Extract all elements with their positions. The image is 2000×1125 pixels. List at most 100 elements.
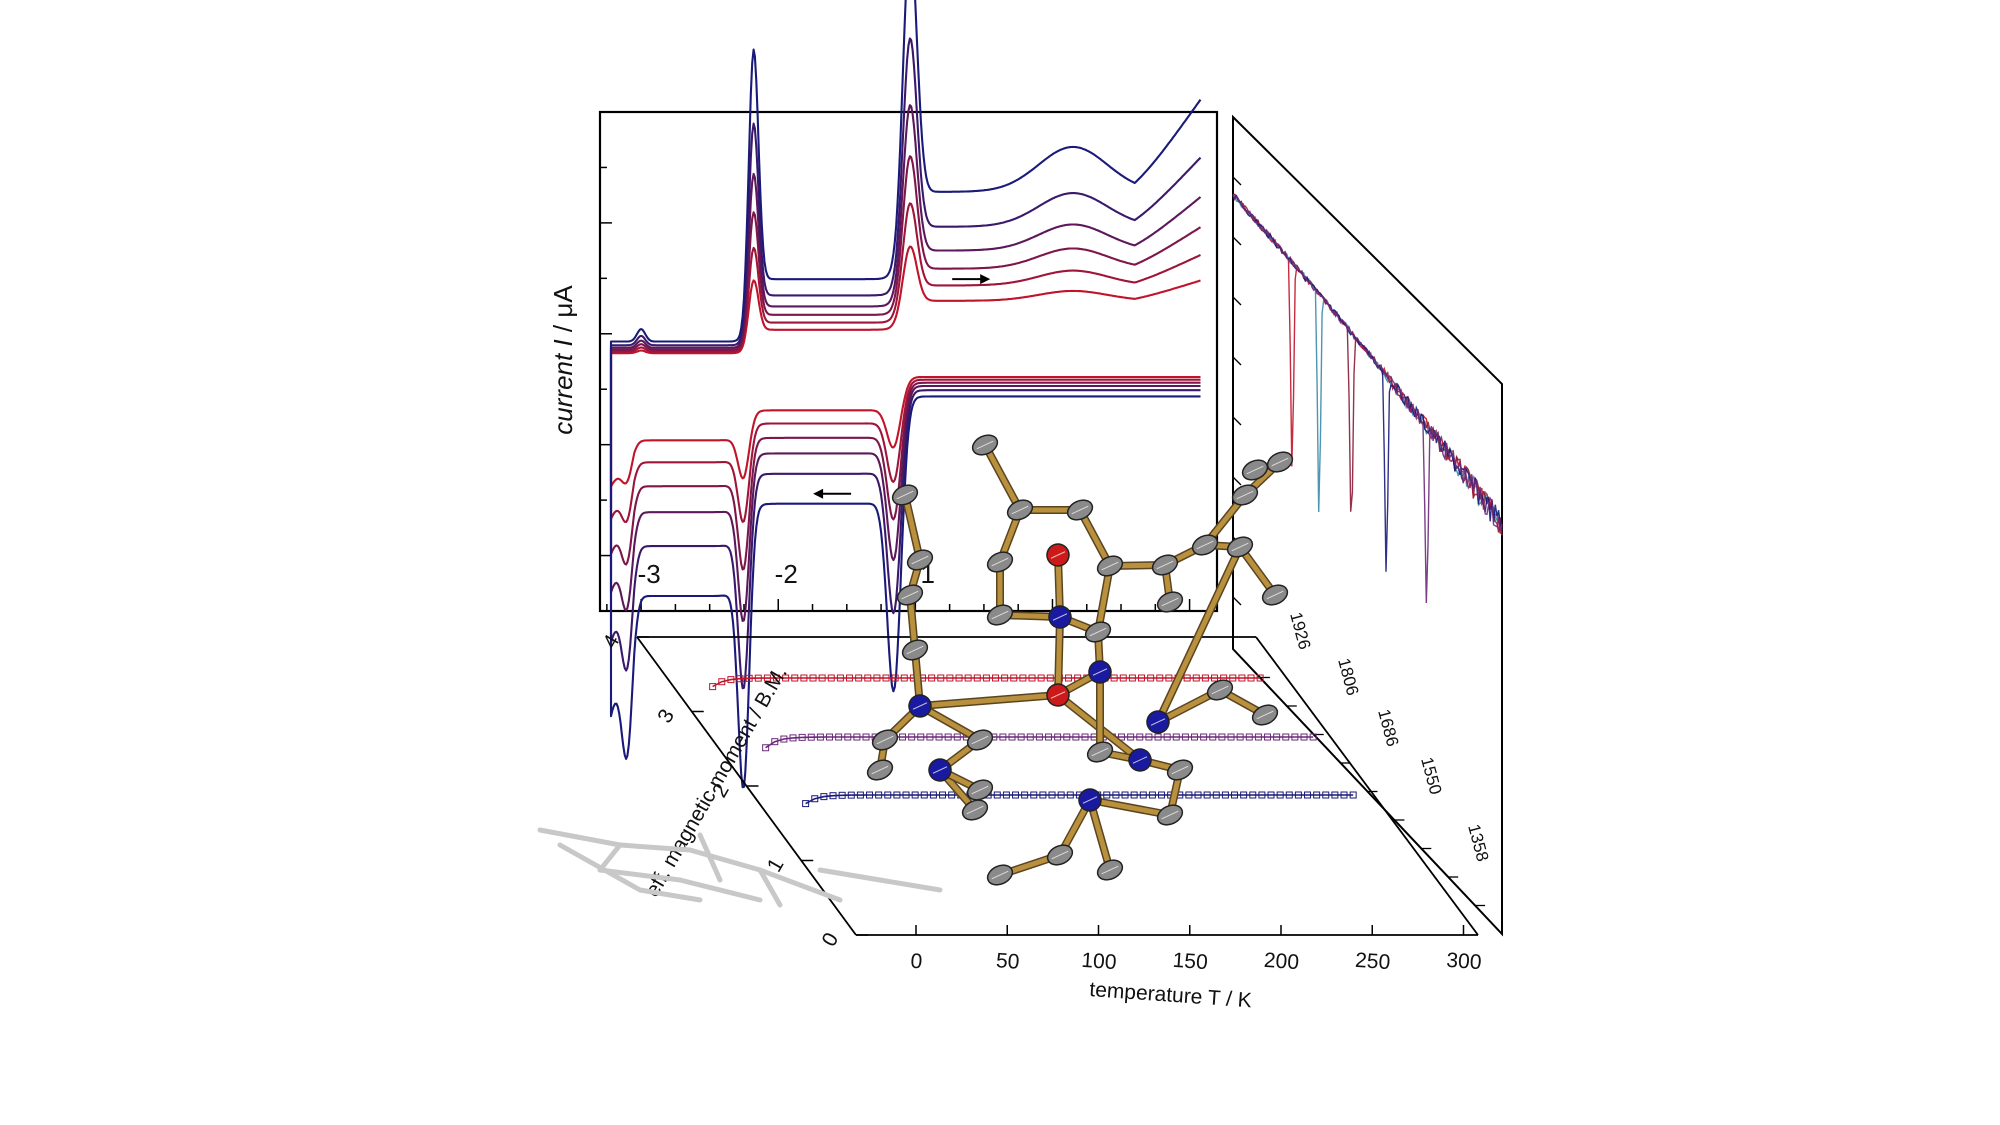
mag-data-point bbox=[1256, 674, 1264, 682]
mag-data-point bbox=[1191, 733, 1199, 741]
mag-data-point bbox=[807, 733, 815, 741]
mag-data-point bbox=[826, 733, 834, 741]
shadow-bond bbox=[697, 832, 723, 883]
mag-data-point bbox=[835, 733, 843, 741]
mag-data-point bbox=[709, 683, 717, 691]
cv-y-axis-label: current I / μA bbox=[548, 285, 578, 435]
bond bbox=[902, 492, 923, 563]
atom-highlight bbox=[966, 805, 984, 815]
mag-data-point bbox=[1002, 791, 1010, 799]
mag-data-point bbox=[844, 733, 852, 741]
mag-data-point bbox=[1200, 733, 1208, 741]
ir-tick bbox=[1232, 416, 1242, 426]
mag-data-point bbox=[1322, 791, 1330, 799]
atom-highlight bbox=[912, 702, 928, 710]
atom-highlight bbox=[1150, 718, 1166, 726]
atom-highlight bbox=[1266, 590, 1284, 600]
mag-data-point bbox=[838, 791, 846, 799]
cv-arrow-head-left bbox=[813, 488, 824, 499]
mag-data-point bbox=[911, 791, 919, 799]
bond bbox=[1095, 563, 1113, 635]
mag-data-point bbox=[791, 674, 799, 682]
atom-highlight bbox=[901, 590, 919, 600]
atom-highlight bbox=[1171, 765, 1189, 775]
ir-tick bbox=[1232, 596, 1242, 606]
mag-data-point bbox=[1010, 674, 1018, 682]
shadow-bond bbox=[877, 877, 943, 893]
atom-highlight bbox=[906, 645, 924, 655]
atom-highlight bbox=[1101, 561, 1119, 571]
ir-band-label: 1926 bbox=[1286, 610, 1314, 651]
mag-data-point bbox=[993, 791, 1001, 799]
mag-data-point bbox=[882, 674, 890, 682]
mag-data-point bbox=[1291, 733, 1299, 741]
mag-data-point bbox=[1309, 733, 1317, 741]
mag-data-point bbox=[1304, 791, 1312, 799]
ir-band-label: 1686 bbox=[1374, 707, 1402, 748]
mag-data-point bbox=[982, 674, 990, 682]
atom-highlight bbox=[876, 735, 894, 745]
mag-data-point bbox=[948, 791, 956, 799]
mag-data-point bbox=[992, 674, 1000, 682]
mag-series-line bbox=[765, 736, 1314, 749]
mag-data-point bbox=[1249, 791, 1257, 799]
mag-data-point bbox=[780, 735, 788, 743]
mag-data-point bbox=[771, 738, 779, 746]
atom-highlight bbox=[1161, 597, 1179, 607]
mag-data-point bbox=[866, 791, 874, 799]
atom-highlight bbox=[1132, 756, 1148, 764]
mag-data-point bbox=[800, 674, 808, 682]
ir-trace bbox=[1232, 194, 1503, 534]
mag-data-point bbox=[1021, 791, 1029, 799]
mag-data-point bbox=[847, 791, 855, 799]
atom-highlight bbox=[1156, 560, 1174, 570]
atom-highlight bbox=[1050, 691, 1066, 699]
mag-data-point bbox=[1300, 733, 1308, 741]
mag-data-point bbox=[1194, 791, 1202, 799]
shadow-bond bbox=[757, 867, 783, 908]
mag-data-point bbox=[1035, 733, 1043, 741]
mag-series-line bbox=[712, 677, 1261, 688]
shadow-bond bbox=[687, 847, 763, 873]
mag-data-point bbox=[818, 674, 826, 682]
cv-arrow-head-right bbox=[980, 274, 991, 285]
mag-data-point bbox=[1039, 791, 1047, 799]
mag-data-point bbox=[1110, 674, 1118, 682]
mag-data-point bbox=[1273, 733, 1281, 741]
cv-curve-6 bbox=[609, 0, 1202, 789]
mag-data-point bbox=[1026, 733, 1034, 741]
mag-axis-ticks bbox=[637, 636, 1465, 936]
atom-highlight bbox=[1236, 490, 1254, 500]
cv-x-tick-label: -2 bbox=[775, 559, 798, 589]
atom-highlight bbox=[1082, 796, 1098, 804]
mag-data-point bbox=[1118, 733, 1126, 741]
atom-highlight bbox=[1052, 613, 1068, 621]
atom-highlight bbox=[991, 610, 1009, 620]
mag-data-point bbox=[1247, 674, 1255, 682]
mag-data-point bbox=[1145, 733, 1153, 741]
mag-data-point bbox=[798, 733, 806, 741]
mag-data-point bbox=[1028, 674, 1036, 682]
mag-data-point bbox=[1130, 791, 1138, 799]
mag-data-point bbox=[953, 733, 961, 741]
mag-data-point bbox=[955, 674, 963, 682]
atom-highlight bbox=[1050, 551, 1066, 559]
mag-data-point bbox=[1139, 791, 1147, 799]
mag-data-point bbox=[1054, 733, 1062, 741]
ir-trace bbox=[1232, 194, 1503, 572]
ir-tick bbox=[1232, 236, 1242, 246]
mag-data-point bbox=[1138, 674, 1146, 682]
mag-data-point bbox=[1240, 791, 1248, 799]
mag-data-point bbox=[1147, 674, 1155, 682]
mag-data-point bbox=[1148, 791, 1156, 799]
mag-data-point bbox=[736, 675, 744, 683]
cv-curves bbox=[609, 0, 1202, 789]
mag-data-point bbox=[1238, 674, 1246, 682]
atom-highlight bbox=[932, 766, 948, 774]
ir-tick bbox=[1232, 356, 1242, 366]
mag-data-point bbox=[1063, 733, 1071, 741]
mag-data-point bbox=[917, 733, 925, 741]
atom-highlight bbox=[1271, 457, 1289, 467]
atom-highlight bbox=[1196, 540, 1214, 550]
mag-data-point bbox=[1065, 674, 1073, 682]
